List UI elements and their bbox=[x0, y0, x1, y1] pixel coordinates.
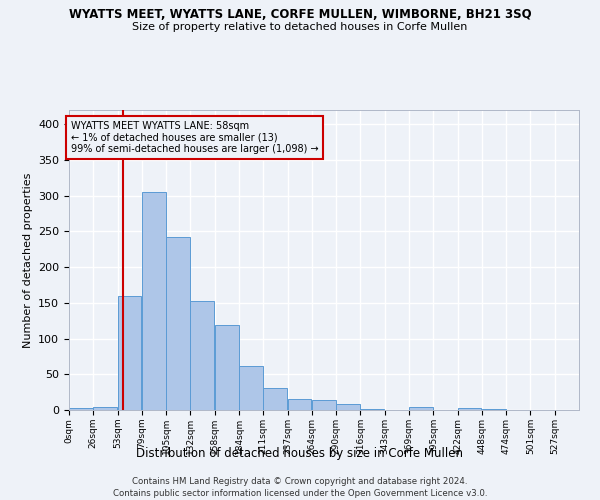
Text: Contains HM Land Registry data © Crown copyright and database right 2024.: Contains HM Land Registry data © Crown c… bbox=[132, 478, 468, 486]
Bar bbox=[69, 408, 93, 410]
Bar bbox=[336, 404, 360, 410]
Text: Distribution of detached houses by size in Corfe Mullen: Distribution of detached houses by size … bbox=[137, 448, 464, 460]
Bar bbox=[458, 408, 481, 410]
Bar bbox=[142, 192, 166, 410]
Bar bbox=[312, 400, 335, 410]
Y-axis label: Number of detached properties: Number of detached properties bbox=[23, 172, 32, 348]
Text: Contains public sector information licensed under the Open Government Licence v3: Contains public sector information licen… bbox=[113, 489, 487, 498]
Bar bbox=[361, 408, 384, 410]
Bar bbox=[287, 400, 311, 410]
Bar bbox=[190, 300, 214, 410]
Bar bbox=[409, 407, 433, 410]
Bar bbox=[93, 407, 117, 410]
Text: WYATTS MEET WYATTS LANE: 58sqm
← 1% of detached houses are smaller (13)
99% of s: WYATTS MEET WYATTS LANE: 58sqm ← 1% of d… bbox=[71, 120, 319, 154]
Text: Size of property relative to detached houses in Corfe Mullen: Size of property relative to detached ho… bbox=[133, 22, 467, 32]
Bar bbox=[118, 296, 142, 410]
Bar bbox=[166, 237, 190, 410]
Bar bbox=[215, 325, 239, 410]
Text: WYATTS MEET, WYATTS LANE, CORFE MULLEN, WIMBORNE, BH21 3SQ: WYATTS MEET, WYATTS LANE, CORFE MULLEN, … bbox=[68, 8, 532, 20]
Bar bbox=[263, 388, 287, 410]
Bar bbox=[239, 366, 263, 410]
